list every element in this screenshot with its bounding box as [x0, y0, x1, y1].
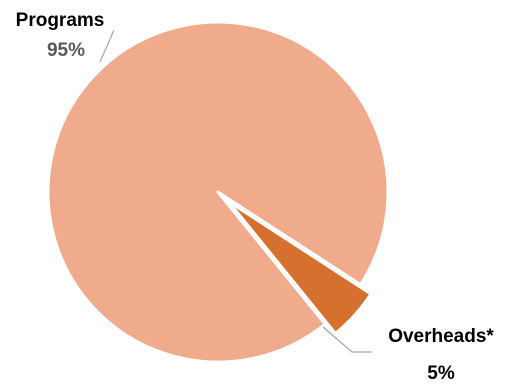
- pie-slices: [46, 20, 390, 364]
- pie-slice-overheads: [226, 199, 373, 335]
- programs-leader-line: [99, 29, 115, 63]
- slice-label-overheads: Overheads*: [388, 326, 494, 347]
- slice-value-programs: 95%: [47, 40, 85, 61]
- slice-value-overheads: 5%: [427, 363, 455, 384]
- pie-slice-programs: [46, 20, 390, 364]
- slice-label-programs: Programs: [16, 10, 105, 31]
- overheads-leader-line: [322, 326, 372, 353]
